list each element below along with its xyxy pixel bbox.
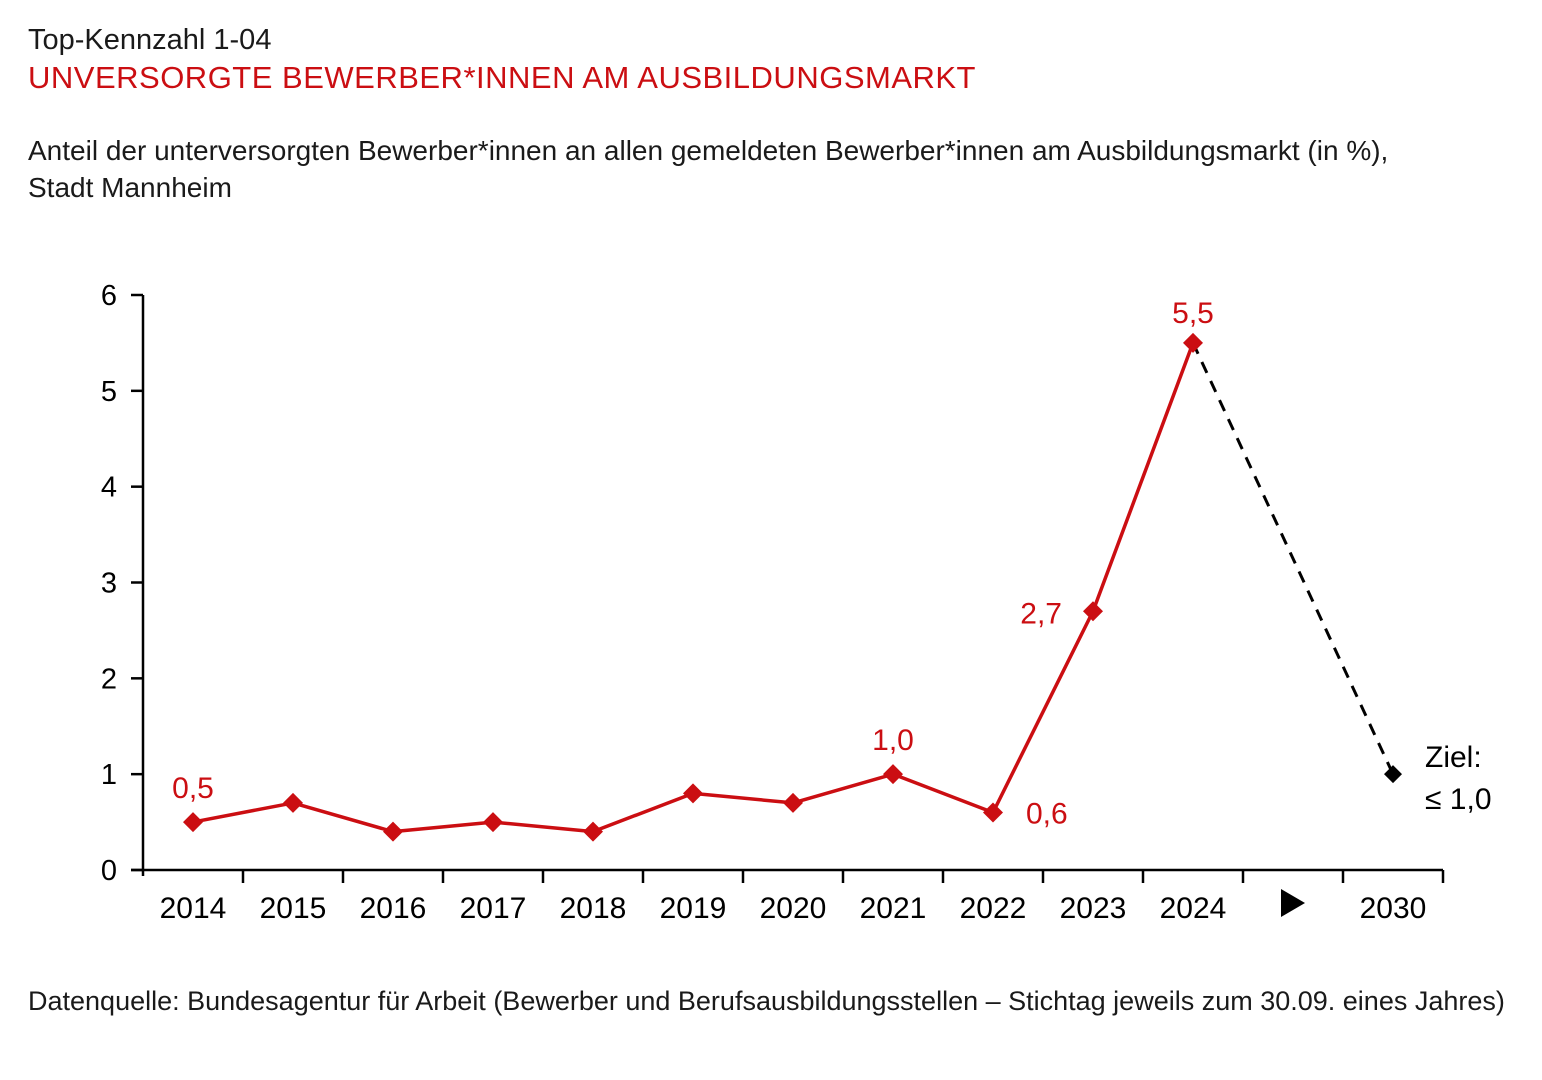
data-point-marker [883,764,903,785]
data-point-marker [1083,601,1103,622]
kicker: Top-Kennzahl 1-04 [28,24,272,56]
data-point-marker [383,821,403,842]
x-tick-label: 2020 [760,892,827,925]
forecast-arrow-icon [1281,889,1305,917]
x-tick-label: 2018 [560,892,627,925]
chart-subtitle: Anteil der unterversorgten Bewerber*inne… [28,132,1388,206]
data-point-label: 0,6 [1026,798,1068,831]
data-point-label: 0,5 [172,772,214,805]
x-tick-label: 2024 [1160,892,1227,925]
data-point-label: 5,5 [1172,297,1214,330]
data-point-marker [683,783,703,804]
x-tick-label: 2022 [960,892,1027,925]
y-tick-label: 3 [101,568,117,600]
x-tick-label: 2021 [860,892,927,925]
chart-subtitle-line1: Anteil der unterversorgten Bewerber*inne… [28,135,1389,166]
data-point-label: 1,0 [872,724,914,757]
data-point-label: 2,7 [1020,597,1062,630]
target-label-line2: ≤ 1,0 [1425,783,1492,816]
data-point-marker [783,792,803,813]
data-point-marker [1183,332,1203,353]
y-tick-label: 2 [101,663,117,695]
x-tick-label: 2030 [1360,892,1427,925]
page-title: UNVERSORGTE BEWERBER*INNEN AM AUSBILDUNG… [28,60,976,95]
target-dashed-line [1191,342,1395,775]
source-note: Datenquelle: Bundesagentur für Arbeit (B… [28,986,1505,1016]
series-line [192,342,1195,834]
chart-subtitle-line2: Stadt Mannheim [28,172,232,203]
x-tick-label: 2015 [260,892,327,925]
x-tick-label: 2016 [360,892,427,925]
data-point-marker [583,821,603,842]
x-tick-label: 2017 [460,892,527,925]
x-tick-label: 2019 [660,892,727,925]
y-tick-label: 6 [101,280,117,312]
y-tick-label: 5 [101,376,117,408]
y-tick-label: 4 [101,472,117,504]
x-tick-label: 2014 [160,892,227,925]
data-point-marker [183,812,203,833]
data-point-marker [983,802,1003,823]
y-tick-label: 1 [101,759,117,791]
x-tick-label: 2023 [1060,892,1127,925]
target-marker [1384,765,1402,784]
data-point-marker [483,812,503,833]
y-tick-label: 0 [101,855,117,887]
target-label-line1: Ziel: [1425,741,1482,774]
data-point-marker [283,792,303,813]
